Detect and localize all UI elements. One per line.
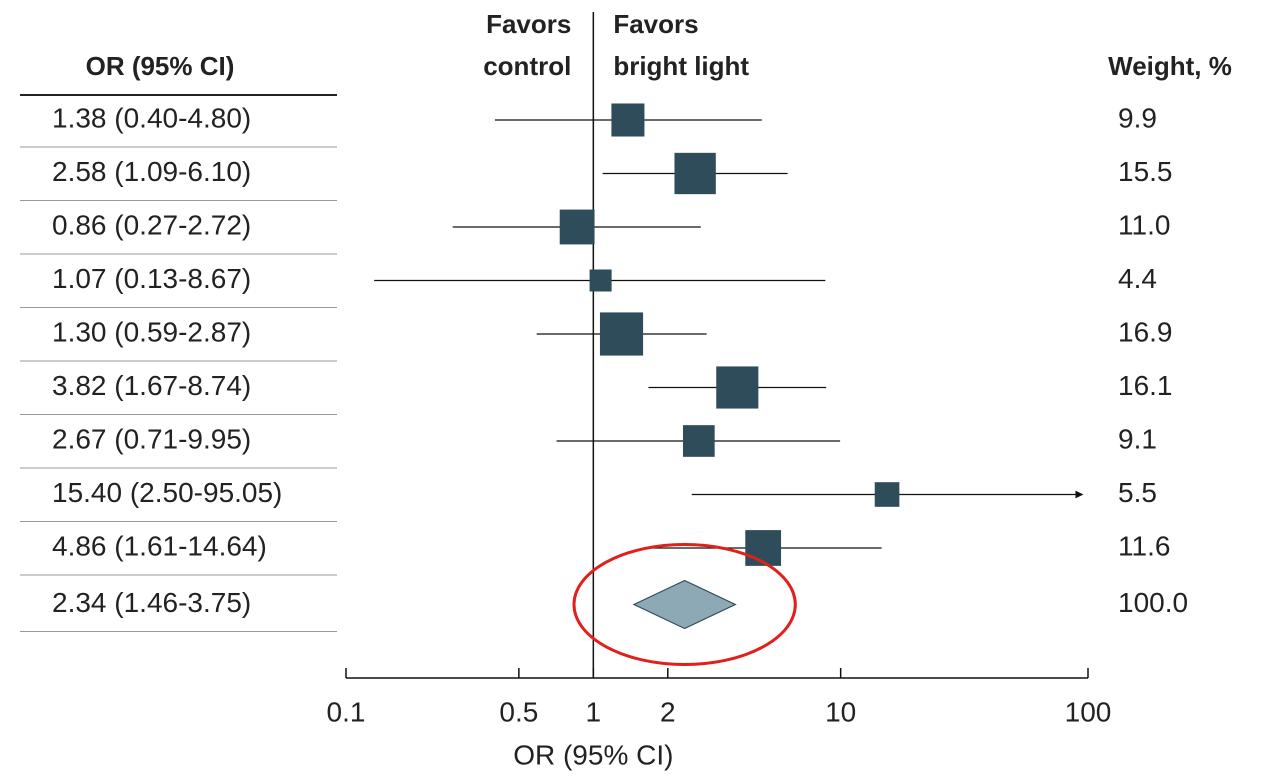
weight-label: 100.0 [1118,587,1188,618]
study-square [559,209,595,245]
study-square [674,152,716,195]
ci-label: 3.82 (1.67-8.74) [52,370,251,401]
ci-label: 2.67 (0.71-9.95) [52,423,251,454]
ci-label: 1.38 (0.40-4.80) [52,102,251,133]
ci-label: 15.40 (2.50-95.05) [52,477,282,508]
favors-label: bright light [613,51,749,81]
study-square [874,482,900,507]
weight-label: 9.1 [1118,423,1157,454]
weight-label: 5.5 [1118,477,1157,508]
ci-label: 4.86 (1.61-14.64) [52,530,267,561]
weight-label: 9.9 [1118,102,1157,133]
x-tick-label: 10 [825,696,856,727]
x-tick-label: 2 [660,696,676,727]
weight-label: 15.5 [1118,156,1173,187]
study-square [682,425,715,457]
weight-label: 11.6 [1118,530,1170,561]
weight-header: Weight, % [1108,51,1232,81]
weight-label: 11.0 [1118,209,1170,240]
x-tick-label: 0.1 [327,696,366,727]
ci-label: 1.07 (0.13-8.67) [52,263,251,294]
x-tick-label: 100 [1065,696,1112,727]
x-axis-label: OR (95% CI) [513,739,673,770]
x-tick-label: 0.5 [499,696,538,727]
summary-diamond [632,579,737,630]
study-square [599,312,644,356]
highlight-circle [572,543,797,666]
weight-label: 16.9 [1118,316,1173,347]
study-square [745,530,782,566]
study-square [716,366,759,409]
ci-label: 1.30 (0.59-2.87) [52,316,251,347]
study-square [589,269,612,292]
favors-label: control [483,51,571,81]
ci-label: 0.86 (0.27-2.72) [52,209,251,240]
favors-label: Favors [486,9,571,39]
weight-label: 16.1 [1118,370,1173,401]
ci-header: OR (95% CI) [86,51,235,81]
favors-label: Favors [613,9,698,39]
ci-label: 2.58 (1.09-6.10) [52,156,251,187]
x-tick-label: 1 [586,696,602,727]
weight-label: 4.4 [1118,263,1157,294]
ci-label: 2.34 (1.46-3.75) [52,587,251,618]
study-square [611,103,645,137]
